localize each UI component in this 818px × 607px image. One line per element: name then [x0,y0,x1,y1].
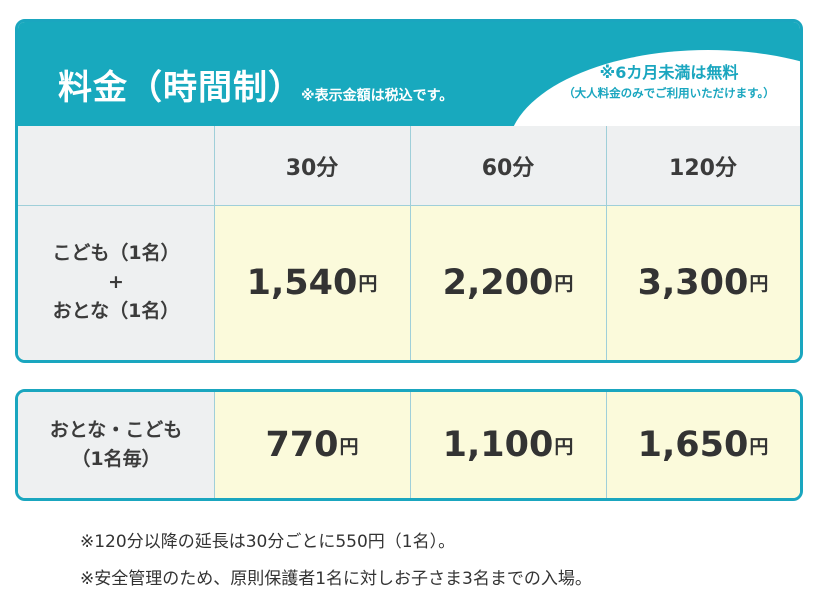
row-label-adult-child: おとな・こども [49,419,183,441]
grid-divider [18,205,800,206]
price-cell-120: 1,650 円 [606,392,800,498]
price-value: 1,540 [246,262,358,303]
infant-free-note: ※6カ月未満は無料 （大人料金のみでご利用いただけます。） [538,62,800,102]
yen-unit: 円 [358,273,378,295]
grid-divider [214,126,215,360]
grid-divider [606,392,607,498]
row-label-child: こども（1名） [52,242,180,264]
price-cell-30: 770 円 [214,392,410,498]
row-header-parent-child: こども（1名） + おとな（1名） [18,205,214,360]
table-header: 料金（時間制） ※表示金額は税込です。 ※6カ月未満は無料 （大人料金のみでご利… [18,22,800,250]
price-grid: 30分 60分 120分 こども（1名） + おとな（1名） 1,540 円 2,… [18,126,800,360]
page-title: 料金（時間制） [58,68,303,108]
grid-divider [410,392,411,498]
price-cell-30: 1,540 円 [214,205,410,360]
price-value: 3,300 [637,262,749,303]
corner-cell [18,126,214,205]
row-header-per-person: おとな・こども （1名毎） [18,392,214,498]
column-header-30: 30分 [214,126,410,205]
yen-unit: 円 [749,273,769,295]
yen-unit: 円 [554,435,574,458]
extension-note: ※120分以降の延長は30分ごとに550円（1名）。 [80,532,456,552]
infant-free-detail: （大人料金のみでご利用いただけます。） [563,86,775,100]
infant-free-title: ※6カ月未満は無料 [599,63,739,82]
row-label-adult: おとな（1名） [52,300,180,322]
yen-unit: 円 [339,435,359,458]
yen-unit: 円 [749,435,769,458]
price-value: 1,100 [442,425,554,465]
column-header-60: 60分 [410,126,606,205]
price-value: 1,650 [637,425,749,465]
per-person-table-card: おとな・こども （1名毎） 770 円 1,100 円 1,650 円 [15,389,803,501]
price-cell-60: 2,200 円 [410,205,606,360]
price-value: 2,200 [442,262,554,303]
grid-divider [410,126,411,360]
price-table-card: 料金（時間制） ※表示金額は税込です。 ※6カ月未満は無料 （大人料金のみでご利… [15,19,803,363]
grid-divider [606,126,607,360]
price-value: 770 [265,425,339,465]
price-cell-120: 3,300 円 [606,205,800,360]
tax-note: ※表示金額は税込です。 [301,88,454,104]
row-label-each: （1名毎） [71,448,161,470]
column-header-120: 120分 [606,126,800,205]
safety-note: ※安全管理のため、原則保護者1名に対しお子さま3名までの入場。 [80,569,592,589]
row-label-plus: + [108,271,124,293]
grid-divider [214,392,215,498]
yen-unit: 円 [554,273,574,295]
price-cell-60: 1,100 円 [410,392,606,498]
